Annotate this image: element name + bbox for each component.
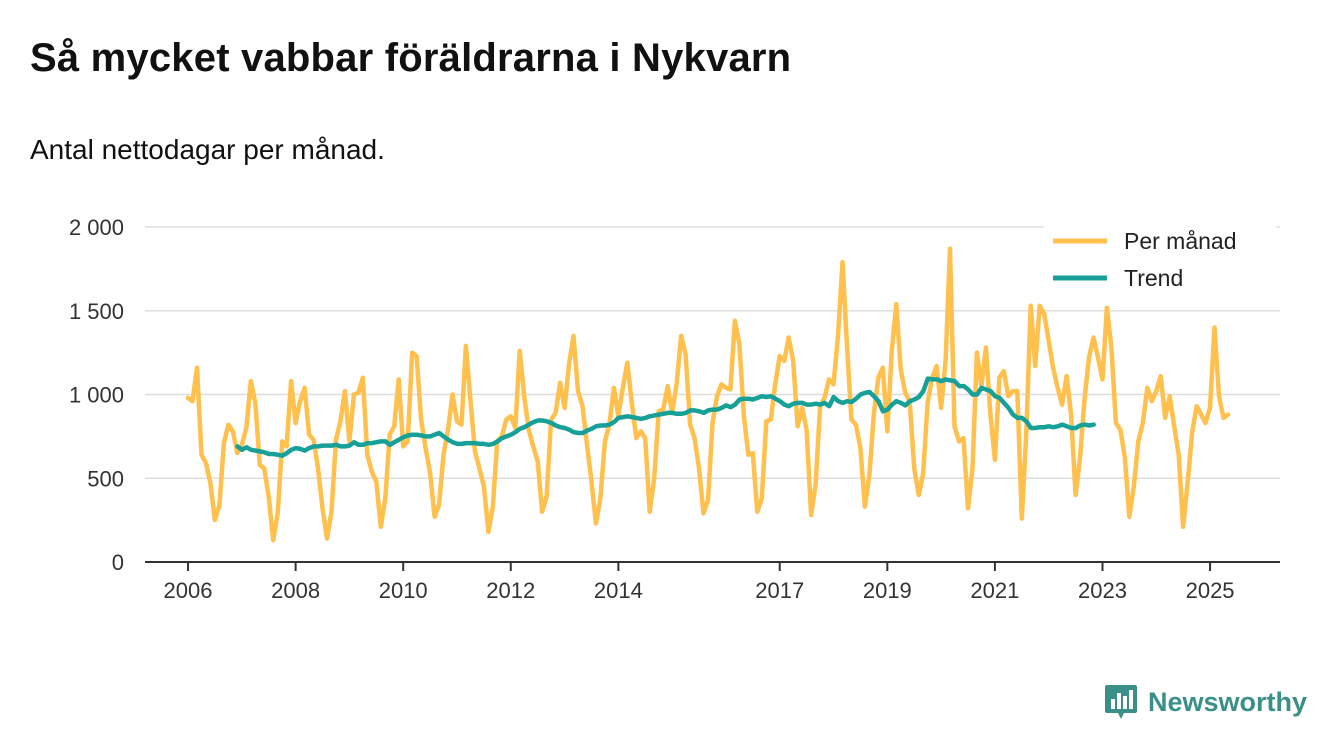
y-tick-label: 0 <box>112 550 124 575</box>
series-lines <box>185 246 1231 543</box>
y-tick-label: 1 000 <box>69 383 124 408</box>
chart-subtitle: Antal nettodagar per månad. <box>30 134 385 165</box>
x-tick-label: 2014 <box>594 578 643 603</box>
x-tick-label: 2021 <box>970 578 1019 603</box>
x-tick-label: 2019 <box>863 578 912 603</box>
y-tick-label: 2 000 <box>69 215 124 240</box>
brand-name: Newsworthy <box>1148 686 1308 717</box>
y-tick-label: 500 <box>87 466 124 491</box>
x-tick-label: 2023 <box>1078 578 1127 603</box>
legend: Per månad Trend <box>1044 220 1276 306</box>
series-line-per-manad <box>185 246 1231 543</box>
chart-title: Så mycket vabbar föräldrarna i Nykvarn <box>30 36 792 80</box>
x-tick-label: 2017 <box>755 578 804 603</box>
y-tick-label: 1 500 <box>69 299 124 324</box>
x-tick-label: 2008 <box>271 578 320 603</box>
x-tick-label: 2006 <box>164 578 213 603</box>
legend-label: Trend <box>1124 265 1183 291</box>
x-tick-label: 2012 <box>486 578 535 603</box>
series-line-trend <box>235 376 1096 458</box>
newsworthy-logo: Newsworthy <box>1104 683 1307 721</box>
legend-background <box>1044 220 1276 306</box>
x-axis-ticks: 2006 2008 2010 2012 2014 2017 2019 2021 2023 2025 <box>145 561 1280 603</box>
x-tick-label: 2010 <box>379 578 428 603</box>
x-tick-label: 2025 <box>1186 578 1235 603</box>
bar-chart-badge-icon <box>1105 685 1137 719</box>
y-axis-ticks: 0 500 1 000 1 500 2 000 <box>69 215 124 575</box>
legend-label: Per månad <box>1124 228 1237 254</box>
